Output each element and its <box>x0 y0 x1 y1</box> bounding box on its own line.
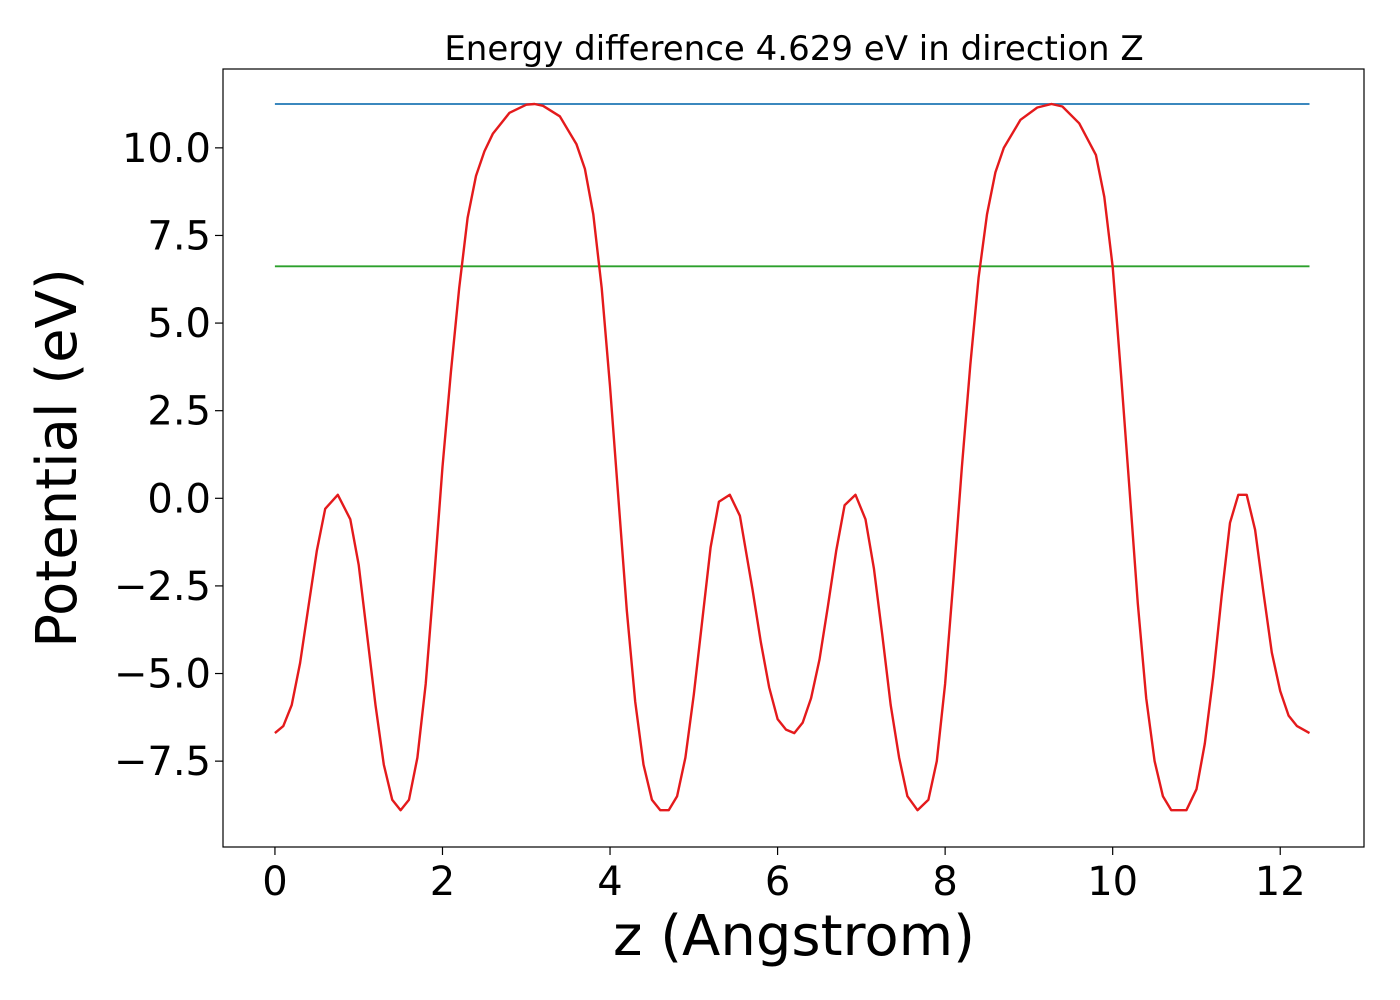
plot-area-frame <box>222 68 1365 848</box>
y-tick-label: 7.5 <box>147 213 211 259</box>
x-tick-label: 12 <box>1255 859 1306 905</box>
y-axis-title: Potential (eV) <box>25 268 90 648</box>
y-tick-label: 10.0 <box>122 126 211 172</box>
series-layer <box>274 102 1311 812</box>
y-axis-ticks: −7.5 −5.0 −2.5 0.0 2.5 5.0 7.5 10.0 <box>114 126 223 785</box>
x-tick-label: 8 <box>932 859 957 905</box>
y-tick-label: 0.0 <box>147 476 211 522</box>
y-tick-label: 2.5 <box>147 389 211 435</box>
x-axis-ticks: 0 2 4 6 8 10 12 <box>262 847 1306 905</box>
x-axis-title: z (Angstrom) <box>613 904 975 969</box>
y-tick-label: −5.0 <box>114 652 211 698</box>
x-tick-label: 0 <box>262 859 287 905</box>
x-tick-label: 6 <box>765 859 790 905</box>
x-tick-label: 4 <box>597 859 622 905</box>
y-tick-label: 5.0 <box>147 301 211 347</box>
chart-title: Energy difference 4.629 eV in direction … <box>444 29 1143 69</box>
x-tick-label: 10 <box>1087 859 1138 905</box>
x-tick-label: 2 <box>430 859 455 905</box>
y-tick-label: −7.5 <box>114 739 211 785</box>
series-line-planar-average-potential <box>274 102 1311 812</box>
y-tick-label: −2.5 <box>114 564 211 610</box>
